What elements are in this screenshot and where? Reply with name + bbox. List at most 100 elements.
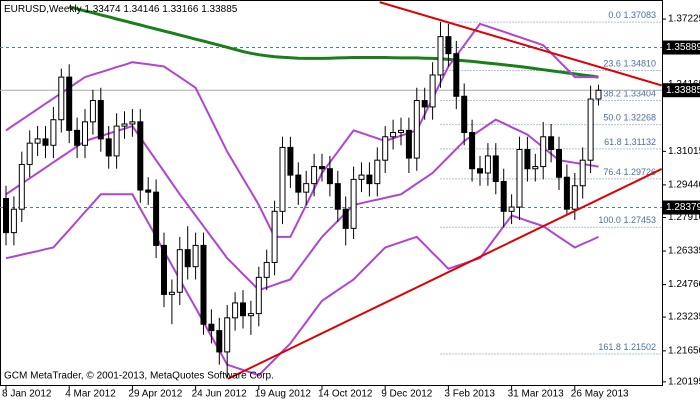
- candle-body: [563, 176, 570, 210]
- candle-body: [350, 178, 357, 229]
- last-low: 1.33166: [162, 4, 199, 15]
- fib-level: 0.0: [608, 10, 621, 20]
- candle-body: [587, 98, 594, 161]
- candles: [3, 22, 602, 378]
- indicator-line: [68, 5, 599, 79]
- y-tick-label: 1.37225: [668, 14, 700, 25]
- last-open: 1.33474: [84, 4, 121, 15]
- candle-body: [137, 121, 144, 191]
- candle-body: [429, 74, 436, 108]
- symbol: EURUSD,Weekly: [4, 4, 82, 15]
- candle-body: [382, 136, 389, 161]
- candle-body: [469, 132, 476, 170]
- candle-body: [255, 276, 262, 315]
- fib-label: 0.0 1.37083: [608, 10, 656, 20]
- candle-body: [113, 125, 120, 157]
- indicator-line: [5, 193, 599, 377]
- price-box-label: 1.33885: [666, 85, 700, 96]
- candle-body: [3, 198, 9, 234]
- candle-body: [145, 189, 152, 193]
- x-tick-label: 8 Jan 2012: [2, 389, 52, 400]
- fib-level: 61.8: [604, 137, 622, 147]
- candle-body: [311, 166, 318, 185]
- fib-level: 50.0: [603, 113, 621, 123]
- candle-body: [279, 146, 286, 212]
- candle-body: [540, 136, 547, 168]
- fib-level: 23.6: [603, 59, 621, 69]
- candle-body: [595, 89, 602, 100]
- candle-body: [295, 174, 302, 193]
- level-box: 1.28379: [663, 200, 700, 215]
- fib-price: 1.31132: [624, 137, 656, 147]
- candle-body: [303, 183, 310, 193]
- candle-body: [484, 155, 491, 174]
- price-box: [663, 40, 700, 55]
- candle-body: [168, 291, 175, 295]
- candle-body: [492, 155, 499, 182]
- y-tick-label: 1.27910: [668, 212, 700, 223]
- candle-body: [366, 174, 373, 185]
- candle-body: [477, 168, 483, 174]
- candle-body: [500, 180, 507, 212]
- candle-body: [129, 121, 136, 125]
- candle-body: [263, 261, 270, 278]
- fib-label: 100.0 1.27453: [598, 216, 656, 226]
- candle-body: [58, 76, 65, 121]
- candle-body: [74, 129, 81, 146]
- candle-body: [161, 244, 167, 295]
- candle-body: [524, 149, 531, 170]
- candle-body: [82, 121, 88, 146]
- copyright: GCM MetaTrader, © 2001-2013, MetaQuotes …: [4, 371, 274, 382]
- candle-body: [405, 129, 412, 159]
- indicator-line: [5, 22, 599, 238]
- y-tick-label: 1.23235: [668, 312, 700, 323]
- candle-body: [26, 142, 33, 165]
- x-tick-label: 26 May 2013: [571, 389, 629, 400]
- y-tick-label: 1.26335: [668, 246, 700, 257]
- x-tick-label: 24 Jun 2012: [192, 389, 247, 400]
- fib-price: 1.29726: [623, 167, 656, 177]
- y-tick-label: 1.29440: [668, 180, 700, 191]
- candle-body: [271, 210, 278, 263]
- candle-body: [89, 100, 96, 123]
- candle-body: [232, 302, 239, 319]
- candle-body: [461, 95, 468, 134]
- candle-body: [548, 136, 555, 151]
- candle-body: [50, 119, 57, 146]
- level-box: 1.35889: [663, 40, 700, 55]
- candle-body: [97, 100, 104, 140]
- fib-level: 161.8: [598, 342, 621, 352]
- candle-body: [319, 166, 325, 170]
- candle-body: [342, 208, 349, 229]
- candle-body: [579, 159, 586, 187]
- candle-body: [200, 244, 207, 325]
- candle-body: [240, 302, 246, 317]
- candle-body: [66, 76, 73, 131]
- indicator-line: [5, 118, 599, 292]
- candle-body: [326, 168, 333, 185]
- candle-body: [153, 191, 160, 246]
- fib-label: 161.8 1.21502: [598, 342, 656, 352]
- plot-frame: [0, 0, 663, 386]
- candle-body: [532, 166, 539, 170]
- candle-body: [176, 249, 183, 293]
- fib-price: 1.32268: [623, 113, 656, 123]
- candle-body: [224, 317, 231, 353]
- candle-body: [390, 132, 397, 138]
- fib-price: 1.34810: [623, 59, 656, 69]
- candle-body: [42, 138, 49, 146]
- candle-body: [358, 174, 365, 180]
- last-close: 1.33885: [201, 4, 238, 15]
- x-tick-label: 3 Feb 2013: [444, 389, 495, 400]
- candle-body: [413, 100, 420, 159]
- x-tick-label: 19 Aug 2012: [255, 389, 312, 400]
- x-tick-label: 29 Apr 2012: [128, 389, 182, 400]
- candle-body: [105, 138, 112, 157]
- fib-price: 1.33404: [623, 89, 656, 99]
- price-box-label: 1.35889: [666, 42, 700, 53]
- fib-label: 50.0 1.32268: [603, 113, 656, 123]
- fib-price: 1.27453: [623, 216, 656, 226]
- candle-body: [216, 330, 223, 353]
- current-price-box: 1.33885: [663, 83, 700, 98]
- candle-body: [556, 149, 562, 178]
